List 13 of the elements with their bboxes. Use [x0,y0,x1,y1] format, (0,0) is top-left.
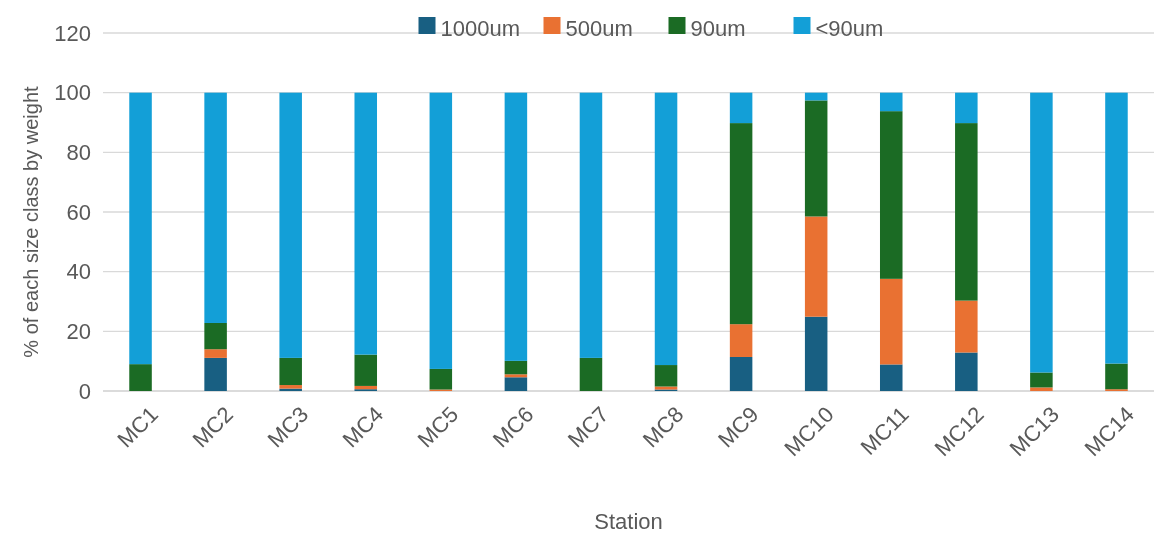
y-tick-label: 0 [78,378,91,404]
y-axis-title: % of each size class by weight [20,85,42,358]
y-tick-label: 100 [54,80,91,106]
legend-label: <90um [815,15,884,41]
x-axis-title: Station [594,509,663,533]
y-tick-label: 120 [54,20,91,46]
legend-label: 500um [565,15,633,41]
y-tick-label: 40 [66,259,91,285]
legend-label: 90um [690,15,746,41]
y-tick-label: 60 [66,199,91,225]
y-tick-label: 80 [66,140,91,166]
legend-label: 1000um [440,15,521,41]
y-tick-label: 20 [66,319,91,345]
